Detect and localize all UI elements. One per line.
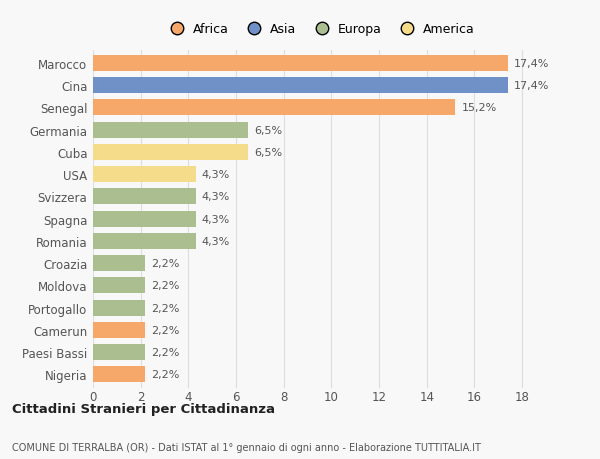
Bar (93, 189, 196, 205)
Text: 2,2%: 2,2% (151, 347, 180, 358)
Text: 6,5%: 6,5% (254, 125, 282, 135)
Bar (93, 167, 196, 183)
Text: 4,3%: 4,3% (202, 170, 230, 180)
Text: 6,5%: 6,5% (254, 148, 282, 157)
Bar (93, 367, 145, 382)
Bar (93, 233, 196, 249)
Bar (93, 256, 145, 272)
Text: 2,2%: 2,2% (151, 258, 180, 269)
Text: 2,2%: 2,2% (151, 303, 180, 313)
Bar (93, 123, 248, 138)
Text: Cittadini Stranieri per Cittadinanza: Cittadini Stranieri per Cittadinanza (12, 403, 275, 415)
Bar (93, 56, 508, 72)
Text: 2,2%: 2,2% (151, 369, 180, 380)
Text: 2,2%: 2,2% (151, 281, 180, 291)
Text: 4,3%: 4,3% (202, 236, 230, 246)
Text: 15,2%: 15,2% (461, 103, 497, 113)
Text: 4,3%: 4,3% (202, 192, 230, 202)
Text: COMUNE DI TERRALBA (OR) - Dati ISTAT al 1° gennaio di ogni anno - Elaborazione T: COMUNE DI TERRALBA (OR) - Dati ISTAT al … (12, 442, 481, 452)
Bar (93, 78, 508, 94)
Bar (93, 211, 196, 227)
Bar (93, 278, 145, 294)
Bar (93, 300, 145, 316)
Text: 17,4%: 17,4% (514, 59, 549, 69)
Bar (93, 344, 145, 360)
Text: 17,4%: 17,4% (514, 81, 549, 91)
Text: 2,2%: 2,2% (151, 325, 180, 335)
Bar (93, 145, 248, 161)
Legend: Africa, Asia, Europa, America: Africa, Asia, Europa, America (164, 23, 475, 36)
Bar (93, 100, 455, 116)
Bar (93, 322, 145, 338)
Text: 4,3%: 4,3% (202, 214, 230, 224)
